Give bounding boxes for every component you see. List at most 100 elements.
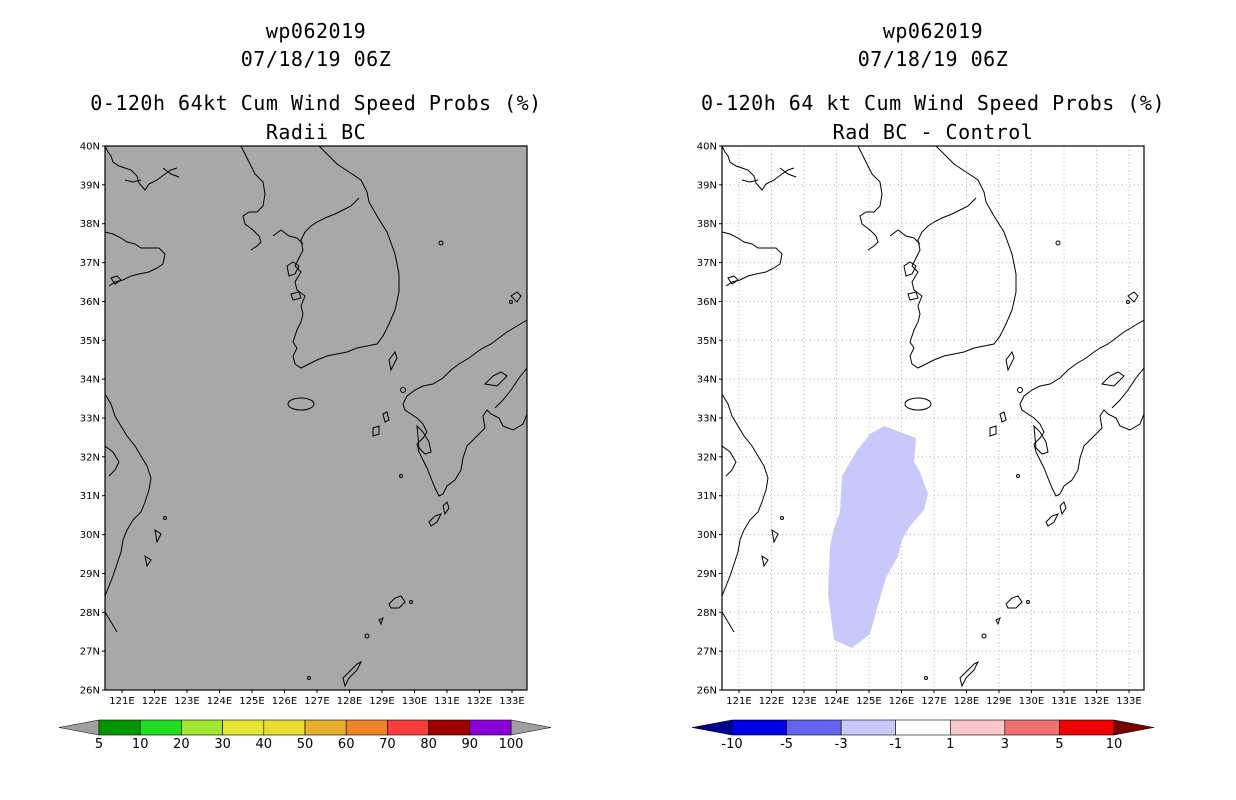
lon-tick-label: 122E bbox=[759, 696, 784, 707]
lat-tick-label: 40N bbox=[80, 142, 100, 153]
lon-tick-label: 127E bbox=[921, 696, 946, 707]
lon-tick-label: 124E bbox=[824, 696, 849, 707]
right-map: 40N 39N 38N 37N 36N 35N 34N 33N 32N 31N 30N 29N 28N 2… bbox=[697, 142, 1145, 708]
lon-tick-label: 126E bbox=[889, 696, 914, 707]
right-storm-id: wp062019 bbox=[882, 19, 984, 43]
colorbar-label: 50 bbox=[297, 737, 314, 752]
right-shaded-region bbox=[828, 426, 928, 648]
colorbar-label: -5 bbox=[780, 737, 793, 752]
colorbar-label: -3 bbox=[835, 737, 848, 752]
lat-tick-label: 30N bbox=[697, 530, 717, 541]
colorbar-label: 30 bbox=[214, 737, 231, 752]
lat-tick-label: 27N bbox=[80, 647, 100, 658]
colorbar-label: 1 bbox=[946, 737, 954, 752]
left-product-title: 0-120h 64kt Cum Wind Speed Probs (%) bbox=[90, 91, 542, 115]
colorbar-segment bbox=[428, 719, 471, 736]
right-gridlines bbox=[722, 146, 1144, 690]
lon-tick-label: 132E bbox=[467, 696, 492, 707]
lat-tick-label: 30N bbox=[80, 530, 100, 541]
colorbar-segment bbox=[304, 719, 347, 736]
colorbar-label: 5 bbox=[1055, 737, 1063, 752]
lon-tick-label: 127E bbox=[304, 696, 329, 707]
lat-tick-label: 29N bbox=[80, 569, 100, 580]
left-map-background bbox=[105, 146, 527, 690]
right-datetime: 07/18/19 06Z bbox=[857, 47, 1009, 71]
left-colorbar: 5 10 20 30 40 50 60 70 80 90 100 bbox=[58, 719, 552, 752]
lon-tick-label: 128E bbox=[954, 696, 979, 707]
lat-tick-label: 36N bbox=[697, 297, 717, 308]
lat-tick-label: 28N bbox=[80, 608, 100, 619]
lon-tick-label: 125E bbox=[239, 696, 264, 707]
lat-tick-label: 37N bbox=[80, 258, 100, 269]
lat-tick-label: 34N bbox=[697, 375, 717, 386]
colorbar-segment bbox=[1059, 719, 1115, 736]
colorbar-label: 10 bbox=[132, 737, 149, 752]
lon-tick-label: 125E bbox=[856, 696, 881, 707]
colorbar-segment bbox=[895, 719, 951, 736]
colorbar-label: 100 bbox=[499, 737, 524, 752]
colorbar-label: -10 bbox=[721, 737, 742, 752]
colorbar-segment bbox=[786, 719, 842, 736]
lon-tick-label: 130E bbox=[402, 696, 427, 707]
lat-tick-label: 27N bbox=[697, 647, 717, 658]
lat-tick-label: 31N bbox=[697, 491, 717, 502]
lat-tick-label: 39N bbox=[80, 180, 100, 191]
lon-tick-label: 131E bbox=[434, 696, 459, 707]
lon-tick-label: 124E bbox=[207, 696, 232, 707]
right-subtitle: Rad BC - Control bbox=[832, 120, 1034, 144]
colorbar-low-arrow bbox=[58, 719, 100, 736]
lat-tick-label: 38N bbox=[80, 219, 100, 230]
lat-tick-label: 40N bbox=[697, 142, 717, 153]
lat-tick-label: 34N bbox=[80, 375, 100, 386]
lon-tick-label: 122E bbox=[142, 696, 167, 707]
colorbar-label: -1 bbox=[889, 737, 902, 752]
colorbar-segment bbox=[181, 719, 223, 736]
colorbar-segment bbox=[840, 719, 897, 736]
lon-tick-label: 126E bbox=[272, 696, 297, 707]
lat-tick-label: 26N bbox=[697, 686, 717, 697]
lat-tick-label: 33N bbox=[697, 414, 717, 425]
lat-tick-label: 35N bbox=[80, 336, 100, 347]
lat-tick-label: 33N bbox=[80, 414, 100, 425]
left-datetime: 07/18/19 06Z bbox=[240, 47, 392, 71]
lon-tick-label: 132E bbox=[1084, 696, 1109, 707]
left-map: 40N 39N 38N 37N 36N 35N 34N 33N 32N 31N 30N 29N 28N 2… bbox=[80, 142, 528, 708]
colorbar-segment bbox=[949, 719, 1006, 736]
lon-tick-label: 121E bbox=[109, 696, 134, 707]
colorbar-segment bbox=[222, 719, 265, 736]
lon-tick-label: 131E bbox=[1051, 696, 1076, 707]
lon-tick-label: 133E bbox=[1116, 696, 1141, 707]
colorbar-segment bbox=[1004, 719, 1060, 736]
colorbar-segment bbox=[139, 719, 182, 736]
colorbar-segment bbox=[731, 719, 787, 736]
colorbar-label: 90 bbox=[462, 737, 479, 752]
colorbar-high-arrow bbox=[510, 719, 552, 736]
lat-tick-label: 26N bbox=[80, 686, 100, 697]
lon-tick-label: 123E bbox=[174, 696, 199, 707]
right-colorbar: -10 -5 -3 -1 1 3 5 10 bbox=[691, 719, 1155, 752]
lon-tick-label: 133E bbox=[499, 696, 524, 707]
lon-tick-label: 121E bbox=[726, 696, 751, 707]
lat-tick-label: 37N bbox=[697, 258, 717, 269]
colorbar-high-arrow bbox=[1113, 719, 1155, 736]
left-axis-ticks: 40N 39N 38N 37N 36N 35N 34N 33N 32N 31N 30N 29N 28N 2… bbox=[80, 142, 525, 708]
lat-tick-label: 38N bbox=[697, 219, 717, 230]
lat-tick-label: 28N bbox=[697, 608, 717, 619]
lat-tick-label: 31N bbox=[80, 491, 100, 502]
right-axis-ticks: 40N 39N 38N 37N 36N 35N 34N 33N 32N 31N 30N 29N 28N 2… bbox=[697, 142, 1142, 708]
lon-tick-label: 129E bbox=[986, 696, 1011, 707]
colorbar-label: 3 bbox=[1001, 737, 1009, 752]
lat-tick-label: 32N bbox=[697, 452, 717, 463]
right-map-background bbox=[722, 146, 1144, 690]
lat-tick-label: 29N bbox=[697, 569, 717, 580]
lon-tick-label: 130E bbox=[1019, 696, 1044, 707]
colorbar-label: 80 bbox=[420, 737, 437, 752]
lat-tick-label: 35N bbox=[697, 336, 717, 347]
lon-tick-label: 128E bbox=[337, 696, 362, 707]
colorbar-segment bbox=[263, 719, 306, 736]
colorbar-label: 20 bbox=[173, 737, 190, 752]
colorbar-segment bbox=[98, 719, 141, 736]
lon-tick-label: 129E bbox=[369, 696, 394, 707]
colorbar-segment bbox=[387, 719, 429, 736]
